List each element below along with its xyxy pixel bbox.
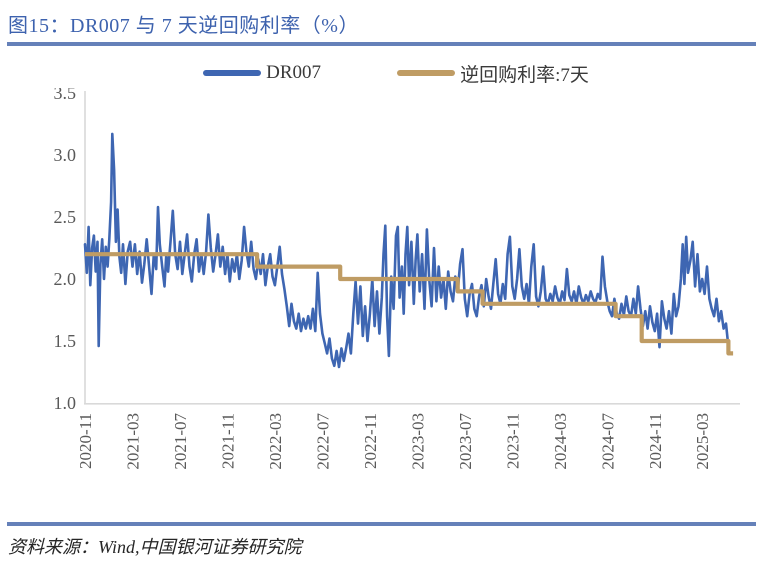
svg-text:3.0: 3.0 [54, 145, 77, 165]
dr007-line-swatch [203, 70, 262, 76]
svg-text:2025-03: 2025-03 [693, 413, 712, 470]
svg-text:2021-07: 2021-07 [171, 413, 190, 470]
svg-text:1.5: 1.5 [54, 331, 77, 351]
legend-label-repo: 逆回购利率:7天 [460, 64, 589, 86]
svg-text:2022-11: 2022-11 [361, 413, 380, 469]
svg-text:2023-03: 2023-03 [408, 413, 427, 470]
source-divider-rule [7, 522, 756, 526]
legend-item-dr007: DR007 [203, 62, 321, 84]
svg-text:2024-11: 2024-11 [646, 413, 665, 469]
legend-item-repo: 逆回购利率:7天 [397, 60, 589, 87]
svg-text:2023-11: 2023-11 [503, 413, 522, 469]
legend-label-dr007: DR007 [266, 62, 322, 83]
chart-area: 3.5 3.0 2.5 2.0 1.5 1.0 2020-11 2021-03 2021-07 2… [0, 83, 764, 518]
chart-legend: DR007 逆回购利率:7天 [0, 60, 764, 86]
svg-text:2024-03: 2024-03 [551, 413, 570, 470]
svg-text:2023-07: 2023-07 [456, 413, 475, 470]
source-note: 资料来源：Wind,中国银河证券研究院 [8, 537, 302, 557]
title-divider-rule [7, 42, 756, 46]
svg-text:2022-03: 2022-03 [266, 413, 285, 470]
svg-text:2021-11: 2021-11 [218, 413, 237, 469]
svg-text:2020-11: 2020-11 [76, 413, 95, 469]
svg-text:3.5: 3.5 [54, 88, 77, 103]
svg-text:2022-07: 2022-07 [313, 413, 332, 470]
svg-text:2.5: 2.5 [54, 207, 77, 227]
svg-text:2024-07: 2024-07 [598, 413, 617, 470]
repo-line-swatch [397, 70, 456, 76]
svg-text:2021-03: 2021-03 [123, 413, 142, 470]
svg-text:1.0: 1.0 [54, 393, 77, 413]
svg-text:2.0: 2.0 [54, 269, 77, 289]
figure-title: 图15：DR007 与 7 天逆回购利率（%） [8, 15, 359, 37]
